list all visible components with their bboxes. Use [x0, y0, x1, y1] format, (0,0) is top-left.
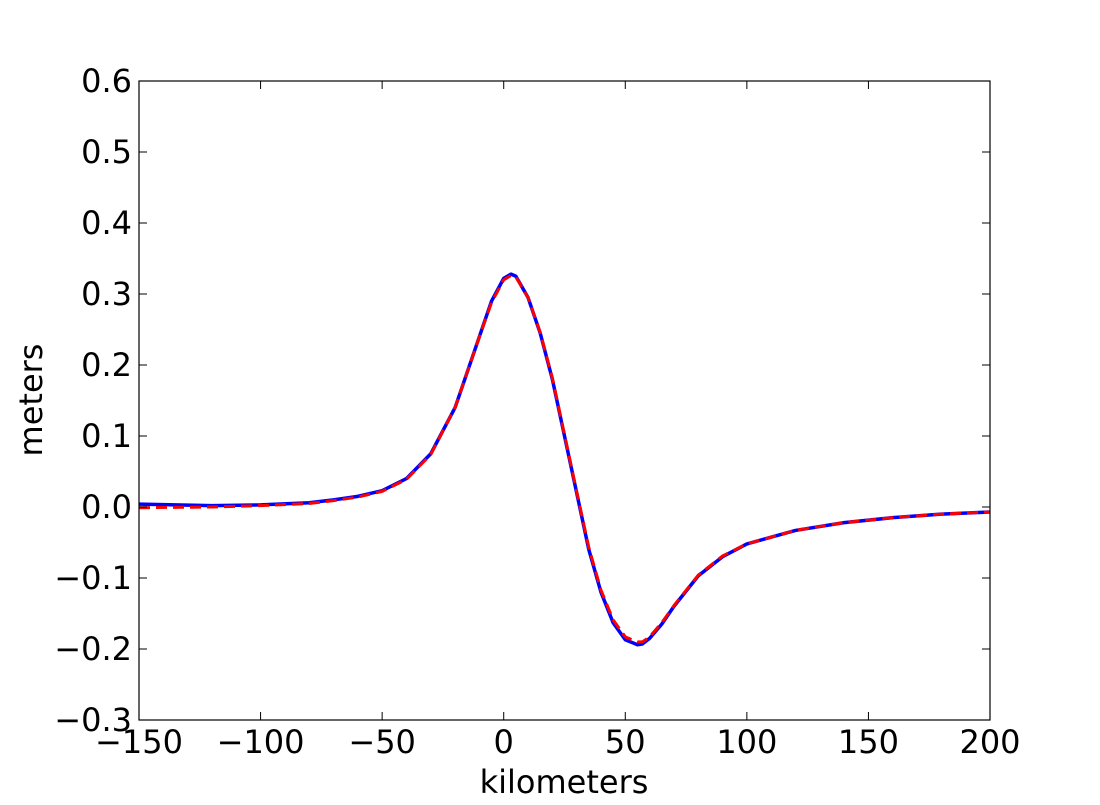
y-tick-label: 0.2: [81, 346, 132, 384]
y-tick-label: −0.3: [54, 701, 132, 739]
x-tick-label: 0: [494, 723, 514, 761]
series-layer: [138, 272, 991, 647]
y-tick-label: 0.6: [81, 62, 132, 100]
series-line-2: [138, 274, 991, 644]
plot-frame: [138, 80, 991, 721]
y-tick-label: 0.3: [81, 275, 132, 313]
y-tick-label: −0.2: [54, 630, 132, 668]
x-tick-label: −150: [95, 723, 183, 761]
x-tick-label: 200: [959, 723, 1020, 761]
series-line-1: [138, 272, 991, 647]
tick-layer: −150 −100 −50 0 50 100 150 200 −0.3 −0.2 −0.1 0.0 0.…: [54, 62, 1020, 761]
x-tick-label: −100: [217, 723, 305, 761]
y-tick-label: −0.1: [54, 559, 132, 597]
x-tick-label: 150: [838, 723, 899, 761]
y-axis-label: meters: [12, 344, 50, 457]
x-tick-label: −50: [348, 723, 416, 761]
y-tick-label: 0.5: [81, 133, 132, 171]
x-tick-label: 100: [716, 723, 777, 761]
y-tick-label: 0.1: [81, 417, 132, 455]
x-tick-label: 50: [605, 723, 646, 761]
y-tick-label: 0.0: [81, 488, 132, 526]
x-axis-label: kilometers: [480, 763, 649, 800]
y-tick-label: 0.4: [81, 204, 132, 242]
